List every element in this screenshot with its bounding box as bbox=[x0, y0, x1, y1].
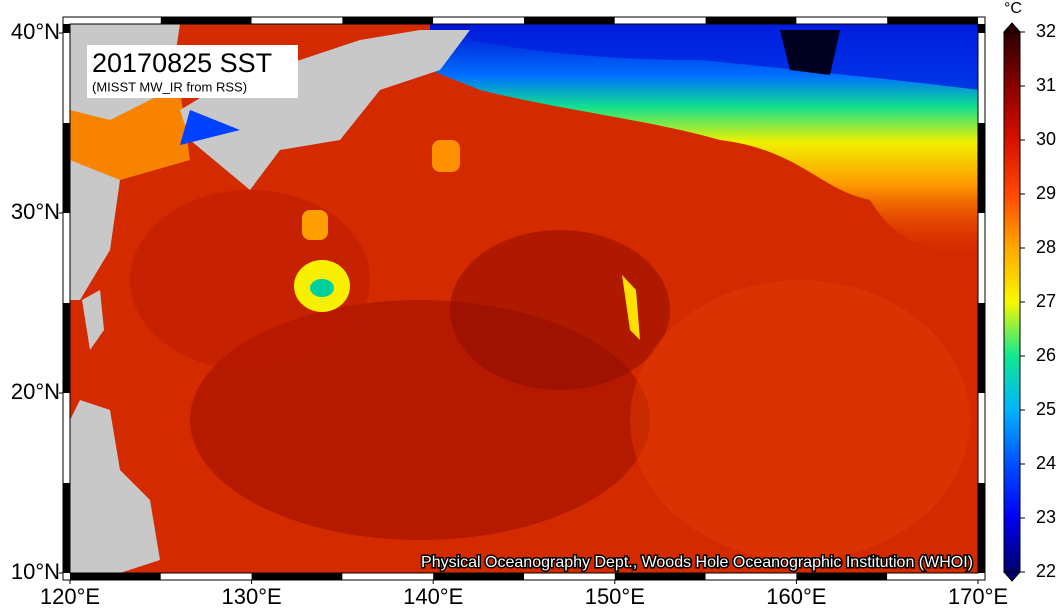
frame-segment bbox=[796, 573, 888, 580]
frame-segment bbox=[978, 24, 985, 33]
colorbar-tick-label: 27 bbox=[1036, 291, 1056, 311]
frame-segment bbox=[63, 483, 70, 573]
frame-segment bbox=[796, 17, 888, 24]
colorbar-tick-label: 22 bbox=[1036, 561, 1056, 581]
lat-tick-label: 30°N bbox=[11, 199, 60, 224]
colorbar-tick-label: 29 bbox=[1036, 183, 1056, 203]
frame-segment bbox=[63, 33, 70, 123]
frame-segment bbox=[160, 573, 252, 580]
lon-tick-label: 150°E bbox=[585, 584, 645, 609]
frame-segment bbox=[433, 573, 524, 580]
lat-tick-label: 10°N bbox=[11, 559, 60, 584]
frame-segment bbox=[978, 213, 985, 303]
frame-segment bbox=[887, 573, 978, 580]
colorbar-cap-top bbox=[1002, 22, 1022, 33]
frame-segment bbox=[978, 483, 985, 573]
colorbar-tick-label: 32 bbox=[1036, 21, 1056, 41]
colorbar-unit: °C bbox=[1004, 0, 1022, 17]
colorbar-tick-label: 25 bbox=[1036, 399, 1056, 419]
lon-tick-label: 170°E bbox=[948, 584, 1008, 609]
lon-tick-label: 160°E bbox=[766, 584, 826, 609]
frame-segment bbox=[978, 123, 985, 213]
frame-segment bbox=[433, 17, 524, 24]
title: 20170825 SST bbox=[92, 48, 272, 78]
frame-inner bbox=[69, 23, 979, 574]
map-frame bbox=[62, 16, 986, 581]
frame-segment bbox=[70, 573, 161, 580]
frame-segment bbox=[614, 17, 706, 24]
lon-tick-label: 130°E bbox=[222, 584, 282, 609]
frame-segment bbox=[160, 17, 252, 24]
colorbar bbox=[1003, 31, 1021, 573]
frame-segment bbox=[63, 393, 70, 483]
frame-segment bbox=[63, 24, 70, 33]
frame-segment bbox=[251, 17, 343, 24]
frame-segment bbox=[705, 573, 797, 580]
lat-tick-label: 20°N bbox=[11, 379, 60, 404]
frame-segment bbox=[342, 17, 434, 24]
colorbar-tick-label: 26 bbox=[1036, 345, 1056, 365]
frame-segment bbox=[342, 573, 434, 580]
frame-segment bbox=[524, 573, 615, 580]
frame-segment bbox=[251, 573, 343, 580]
sst-field bbox=[70, 24, 978, 573]
colorbar-tick-label: 30 bbox=[1036, 129, 1056, 149]
frame-segment bbox=[63, 213, 70, 303]
frame-segment bbox=[70, 17, 161, 24]
frame-segment bbox=[63, 303, 70, 393]
frame-segment bbox=[705, 17, 797, 24]
colorbar-tick-label: 23 bbox=[1036, 507, 1056, 527]
colorbar-tick-label: 28 bbox=[1036, 237, 1056, 257]
lat-tick-label: 40°N bbox=[11, 19, 60, 44]
title-box: 20170825 SST (MISST MW_IR from RSS) bbox=[87, 45, 298, 98]
title-background bbox=[87, 45, 298, 98]
frame-segment bbox=[978, 393, 985, 483]
frame-segment bbox=[63, 123, 70, 213]
frame-segment bbox=[887, 17, 978, 24]
frame-segment bbox=[978, 303, 985, 393]
subtitle: (MISST MW_IR from RSS) bbox=[92, 79, 247, 94]
frame-segment bbox=[524, 17, 615, 24]
lon-tick-label: 140°E bbox=[403, 584, 463, 609]
credit: Physical Oceanography Dept., Woods Hole … bbox=[421, 554, 973, 571]
frame-segment bbox=[978, 33, 985, 123]
frame-segment bbox=[614, 573, 706, 580]
colorbar-tick-label: 24 bbox=[1036, 453, 1056, 473]
colorbar-tick-label: 31 bbox=[1036, 75, 1056, 95]
lon-tick-label: 120°E bbox=[40, 584, 100, 609]
frame-outline bbox=[62, 16, 986, 581]
colorbar-cap-bottom bbox=[1002, 571, 1022, 582]
